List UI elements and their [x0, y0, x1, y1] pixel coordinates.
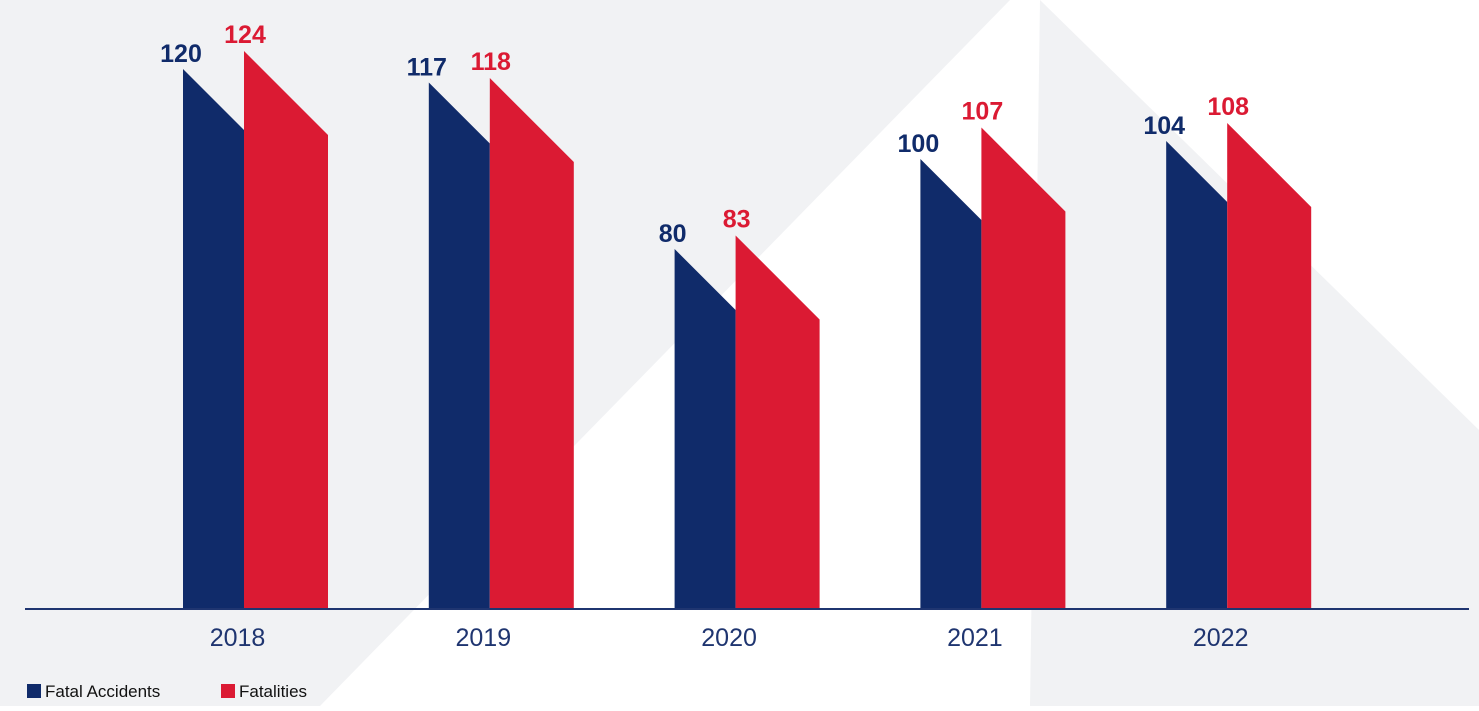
bar-fatalities-2022 — [1227, 123, 1312, 609]
legend-label-fatalities: Fatalities — [239, 682, 307, 701]
bar-fatal-accidents-2021 — [920, 159, 982, 609]
legend-label-fatal-accidents: Fatal Accidents — [45, 682, 160, 701]
legend-swatch-fatal-accidents — [27, 684, 41, 698]
value-label-fatal-accidents-2019: 117 — [407, 54, 447, 82]
x-tick-label-2018: 2018 — [210, 624, 266, 652]
bar-fatalities-2021 — [981, 127, 1066, 609]
value-label-fatal-accidents-2021: 100 — [898, 130, 940, 158]
x-tick-label-2020: 2020 — [701, 624, 757, 652]
value-label-fatalities-2022: 108 — [1207, 93, 1249, 121]
value-label-fatalities-2019: 118 — [471, 48, 511, 76]
value-label-fatalities-2021: 107 — [962, 98, 1004, 126]
x-tick-label-2022: 2022 — [1193, 624, 1249, 652]
bars — [183, 51, 1312, 609]
bar-fatalities-2018 — [244, 51, 328, 609]
x-tick-labels: 2018 2019 2020 2021 2022 — [210, 624, 1249, 652]
value-label-fatalities-2020: 83 — [723, 206, 751, 234]
x-tick-label-2021: 2021 — [947, 624, 1003, 652]
bar-fatal-accidents-2018 — [183, 69, 244, 609]
value-labels: 120 124 117 118 80 83 100 107 104 108 — [160, 21, 1249, 248]
value-label-fatal-accidents-2018: 120 — [160, 40, 202, 68]
bar-fatalities-2019 — [489, 78, 574, 609]
legend: Fatal Accidents Fatalities — [27, 682, 307, 701]
bar-fatal-accidents-2022 — [1166, 141, 1228, 609]
value-label-fatal-accidents-2020: 80 — [659, 220, 687, 248]
bar-fatal-accidents-2019 — [428, 82, 490, 609]
value-label-fatal-accidents-2022: 104 — [1143, 112, 1185, 140]
bar-fatalities-2020 — [735, 235, 820, 609]
legend-swatch-fatalities — [221, 684, 235, 698]
bar-fatal-accidents-2020 — [674, 249, 736, 609]
value-label-fatalities-2018: 124 — [224, 21, 266, 49]
x-tick-label-2019: 2019 — [455, 624, 511, 652]
